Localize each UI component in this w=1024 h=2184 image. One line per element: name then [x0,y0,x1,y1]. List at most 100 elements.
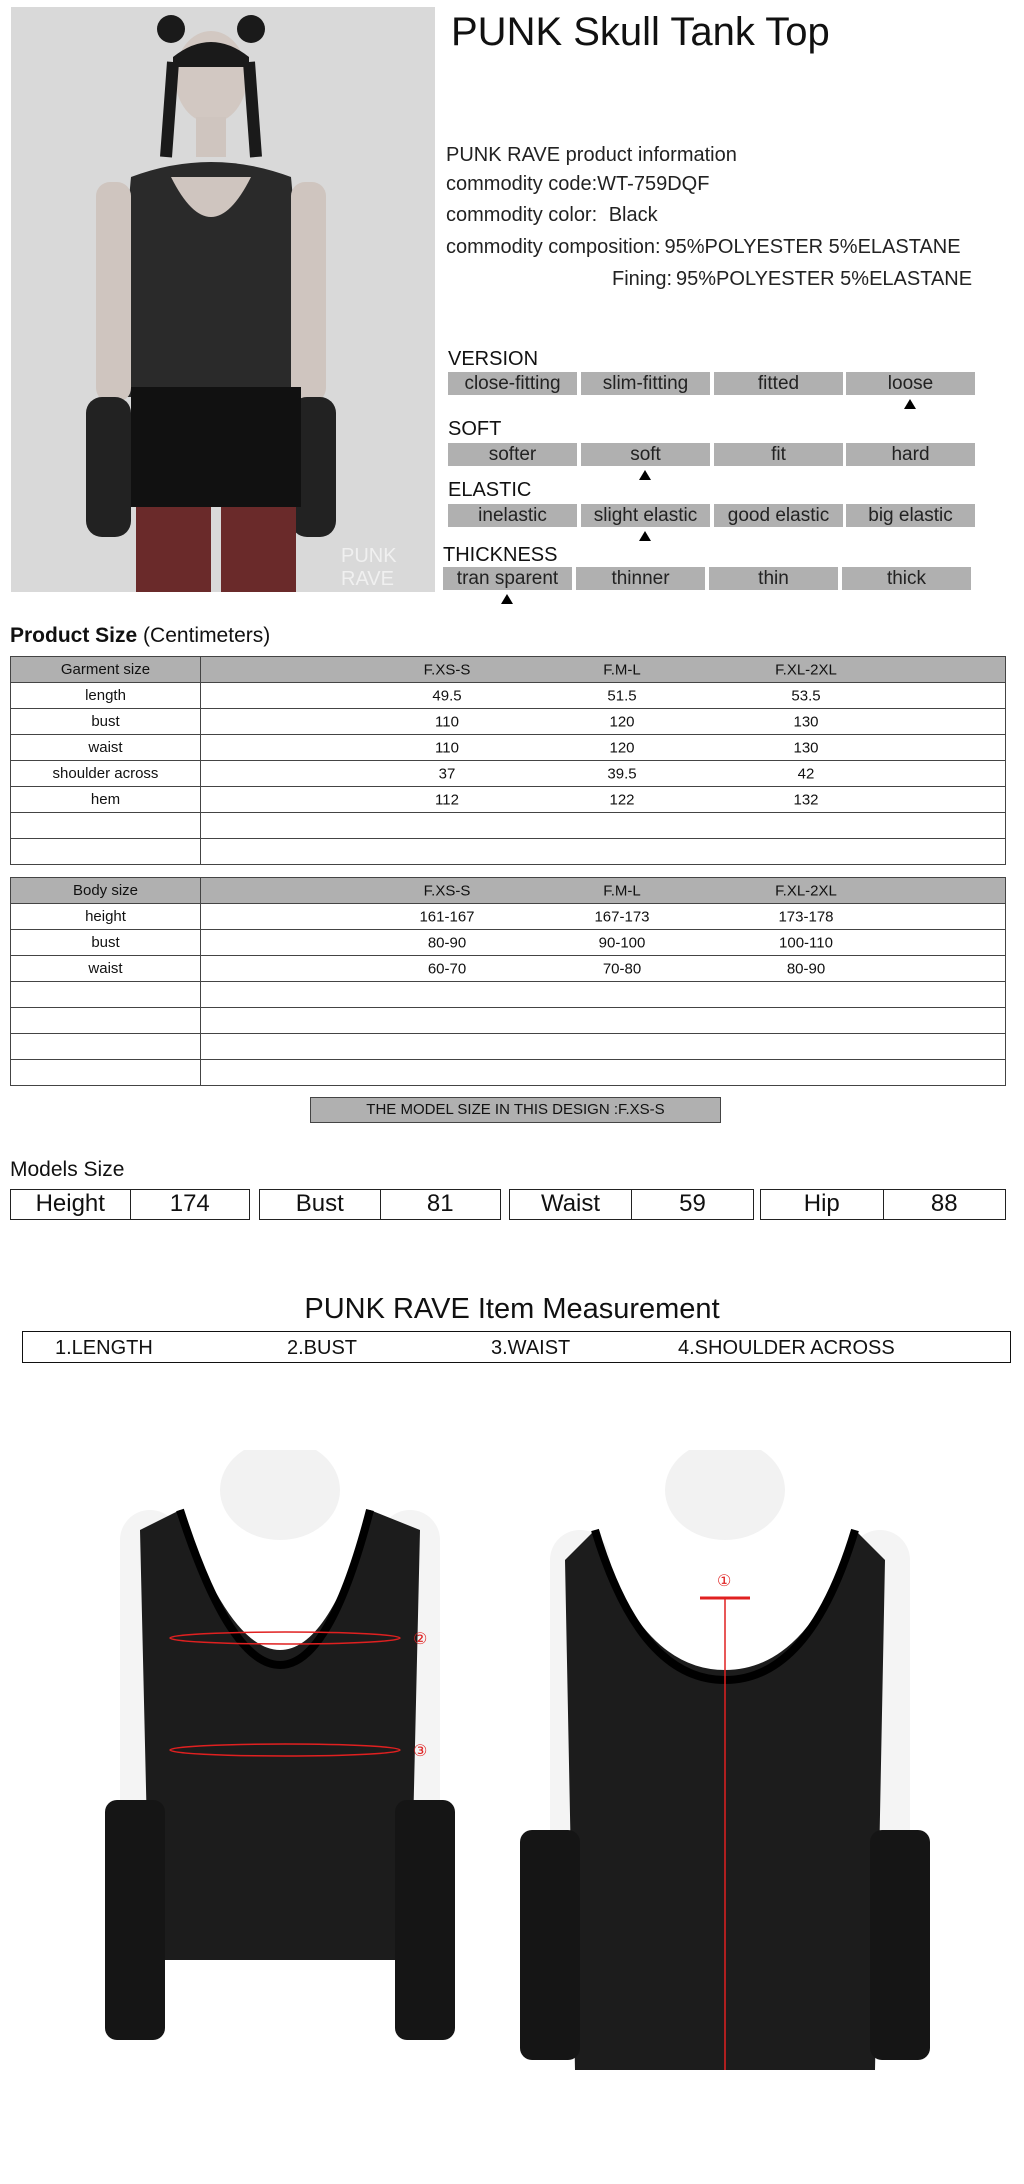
attribute-option: slight elastic [581,504,710,527]
table-header: Body size F.XS-S F.M-L F.XL-2XL [10,877,1006,904]
measurement-legend: 1.LENGTH 2.BUST 3.WAIST 4.SHOULDER ACROS… [22,1331,1011,1363]
row-values: 80-90 90-100 100-110 [200,929,1006,956]
size-value: 70-80 [602,960,642,977]
garment-back-image: ① [510,1440,950,2095]
measure-length: 1.LENGTH [55,1337,153,1359]
row-label: waist [10,734,201,761]
model-measure-box: Bust 81 [259,1189,501,1220]
measure-shoulder-across: 4.SHOULDER ACROSS [678,1337,895,1359]
attribute-option: fitted [714,372,843,395]
size-value: 51.5 [607,687,637,704]
size-value: 110 [435,739,459,756]
attribute-option: thin [709,567,838,590]
product-size-title: Product Size (Centimeters) [10,624,270,648]
row-label [10,981,201,1008]
commodity-code: commodity code:WT-759DQF [446,173,709,196]
size-value: 130 [793,713,819,730]
row-label: bust [10,929,201,956]
attribute-option: hard [846,443,975,466]
attribute-label: SOFT [448,418,502,440]
composition-label: commodity composition: [446,236,661,258]
size-value: 80-90 [786,960,826,977]
product-photo: PUNK RAVE [11,7,435,592]
attribute-label: THICKNESS [443,544,558,566]
row-values [200,981,1006,1008]
row-values [200,1007,1006,1034]
row-values: F.XS-S F.M-L F.XL-2XL [200,877,1006,904]
table-header: Garment size F.XS-S F.M-L F.XL-2XL [10,656,1006,683]
code-value: WT-759DQF [597,173,710,195]
attribute-option: soft [581,443,710,466]
model-measure-box: Waist 59 [509,1189,754,1220]
size-value: 167-173 [594,908,650,925]
row-values [200,838,1006,865]
size-value: 100-110 [779,934,833,951]
table-row [10,981,1006,1008]
table-row: bust 110 120 130 [10,708,1006,735]
size-value: 39.5 [607,765,637,782]
color-value: Black [608,204,658,226]
size-value: 173-178 [778,908,834,925]
attribute-label: VERSION [448,348,539,370]
product-title: PUNK Skull Tank Top [451,10,830,54]
watermark: PUNK RAVE [341,545,397,590]
size-value: 112 [435,791,459,808]
row-label: waist [10,955,201,982]
selected-arrow-icon [639,470,651,480]
size-value: F.XS-S [423,661,471,678]
attribute-option: loose [846,372,975,395]
size-value: F.XL-2XL [775,882,837,899]
row-label [10,1059,201,1086]
marker-waist: ③ [413,1743,427,1760]
row-label: Garment size [10,656,201,683]
color-label: commodity color: [446,204,598,226]
table-row [10,838,1006,865]
table-row: shoulder across 37 39.5 42 [10,760,1006,787]
size-value: F.M-L [603,882,641,899]
model-measure-label: Waist [510,1190,632,1219]
attribute-option: close-fitting [448,372,577,395]
size-value: 90-100 [598,934,646,951]
row-values: 110 120 130 [200,734,1006,761]
models-size-title: Models Size [10,1158,125,1181]
fining: Fining: 95%POLYESTER 5%ELASTANE [612,268,972,291]
unit-label: (Centimeters) [143,624,271,647]
table-row [10,1007,1006,1034]
row-label: Body size [10,877,201,904]
row-values [200,1033,1006,1060]
model-measure-label: Height [11,1190,131,1219]
size-value: 130 [793,739,819,756]
attribute-option: softer [448,443,577,466]
attribute-option: thinner [576,567,705,590]
row-label [10,812,201,839]
size-value: 132 [793,791,819,808]
selected-arrow-icon [904,399,916,409]
row-values [200,812,1006,839]
table-row: waist 60-70 70-80 80-90 [10,955,1006,982]
row-label [10,838,201,865]
row-label: height [10,903,201,930]
product-size-heading: Product Size [10,624,138,647]
measure-waist: 3.WAIST [491,1337,571,1359]
attribute-option: good elastic [714,504,843,527]
attribute-option: big elastic [846,504,975,527]
size-value: 161-167 [419,908,475,925]
fining-label: Fining: [612,268,673,290]
size-value: 60-70 [427,960,467,977]
attribute-label: ELASTIC [448,479,532,501]
row-label: bust [10,708,201,735]
row-values: 112 122 132 [200,786,1006,813]
marker-bust: ② [413,1631,427,1648]
row-values: 110 120 130 [200,708,1006,735]
attribute-option: slim-fitting [581,372,710,395]
row-label: shoulder across [10,760,201,787]
size-value: F.XL-2XL [775,661,837,678]
marker-length: ① [717,1573,731,1590]
table-row: bust 80-90 90-100 100-110 [10,929,1006,956]
row-label [10,1007,201,1034]
table-row: height 161-167 167-173 173-178 [10,903,1006,930]
commodity-color: commodity color: Black [446,204,658,227]
attribute-option: inelastic [448,504,577,527]
row-label: hem [10,786,201,813]
code-label: commodity code: [446,173,598,195]
